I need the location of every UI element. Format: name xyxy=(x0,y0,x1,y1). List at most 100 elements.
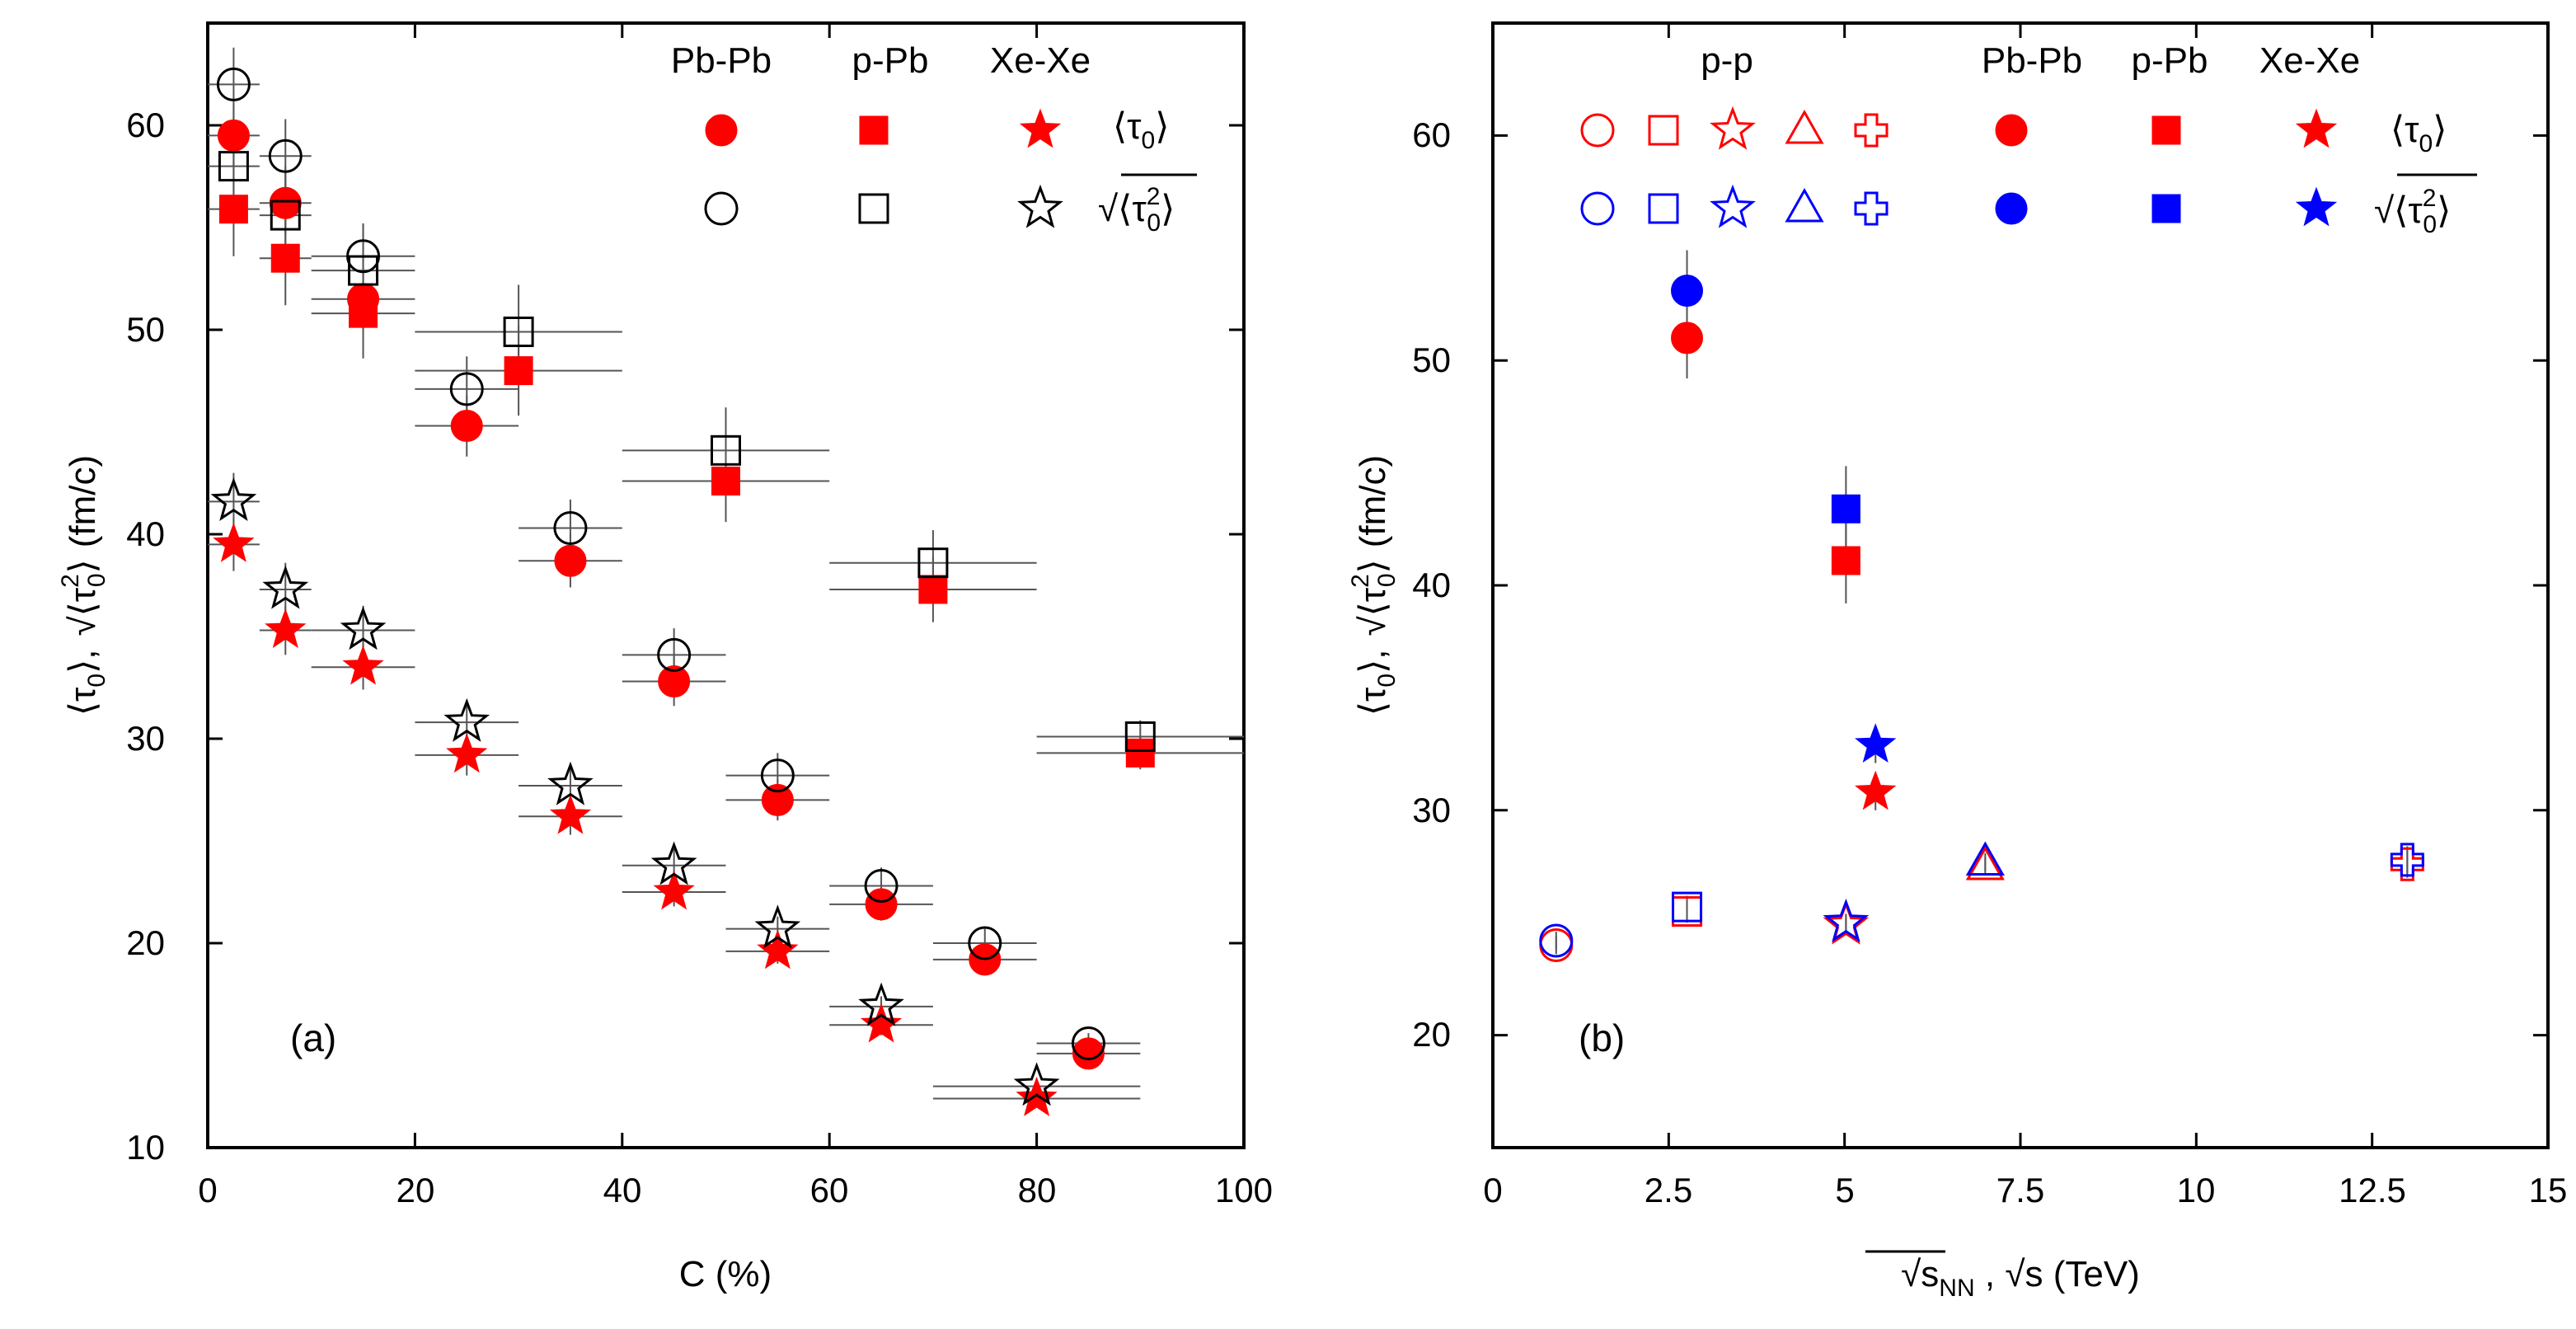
legend-column-xexe: Xe-Xe xyxy=(2259,40,2360,81)
panel-b-points xyxy=(1539,275,2424,962)
data-point xyxy=(1539,923,1574,958)
panel-a-x-tick-labels: 0 20 40 60 80 100 xyxy=(198,1171,1273,1209)
data-point xyxy=(269,186,302,219)
legend-marker xyxy=(1995,192,2028,225)
panel-a-y-tick-labels: 10 20 30 40 50 60 xyxy=(126,106,165,1167)
panel-a-legend: Pb-Pb p-Pb Xe-Xe ⟨τ0⟩ √⟨τ2 0⟩ xyxy=(671,40,1197,237)
data-point xyxy=(650,841,697,885)
data-point xyxy=(503,316,534,347)
legend-column-pbpb: Pb-Pb xyxy=(1982,40,2082,81)
x-tick-label: 12.5 xyxy=(2339,1171,2406,1209)
data-point xyxy=(1672,891,1703,923)
data-point xyxy=(1671,322,1704,355)
data-point xyxy=(1124,721,1156,753)
legend-marker xyxy=(858,193,889,224)
data-point xyxy=(547,761,594,805)
y-tick-label: 40 xyxy=(126,514,165,553)
data-point xyxy=(917,547,949,579)
panel-b-legend: p-p Pb-Pb p-Pb Xe-Xe ⟨τ0⟩ √⟨τ2 0⟩ xyxy=(1580,40,2477,238)
legend-markers xyxy=(1580,106,2338,228)
data-point xyxy=(658,665,691,698)
legend-label-rms: √⟨τ2 0⟩ xyxy=(1098,183,1175,237)
data-point xyxy=(1823,900,1870,945)
y-tick-label: 40 xyxy=(1412,566,1451,604)
data-point xyxy=(1831,494,1860,524)
data-point xyxy=(657,637,692,672)
data-point xyxy=(1965,841,2005,876)
panel-label: (b) xyxy=(1579,1017,1625,1059)
legend-marker xyxy=(1854,191,1889,226)
data-point xyxy=(549,794,592,834)
panel-a-points xyxy=(210,67,1156,1116)
legend-marker xyxy=(2295,108,2338,148)
data-point xyxy=(554,544,587,577)
legend-marker xyxy=(1854,113,1889,148)
y-axis-label: ⟨τ0⟩,√⟨τ20⟩(fm/c) xyxy=(1347,455,1401,716)
x-tick-label: 15 xyxy=(2529,1171,2568,1209)
data-point xyxy=(968,926,1002,960)
data-point xyxy=(2390,843,2424,877)
panel-a-frame xyxy=(206,21,1246,1149)
data-point xyxy=(218,151,249,182)
data-point xyxy=(450,410,483,443)
x-tick-label: 40 xyxy=(603,1171,642,1209)
data-point xyxy=(1823,898,1870,942)
x-tick-label: 2.5 xyxy=(1645,1171,1692,1209)
x-axis-label: √sNN , √s (TeV) xyxy=(1901,1254,2140,1302)
x-tick-label: 100 xyxy=(1215,1171,1273,1209)
data-point xyxy=(1071,1026,1105,1061)
legend-column-xexe: Xe-Xe xyxy=(990,40,1091,81)
data-point xyxy=(754,904,801,949)
legend-marker xyxy=(2151,115,2181,145)
y-tick-label: 30 xyxy=(126,719,165,758)
legend-marker xyxy=(1580,113,1615,148)
data-point xyxy=(1013,1062,1060,1106)
y-axis-label: ⟨τ0⟩,√⟨τ20⟩(fm/c) xyxy=(57,455,110,716)
x-tick-label: 0 xyxy=(198,1171,217,1209)
data-point xyxy=(346,239,381,274)
legend-column-pp: p-p xyxy=(1701,40,1753,81)
x-tick-label: 20 xyxy=(396,1171,435,1209)
x-tick-label: 7.5 xyxy=(1997,1171,2044,1209)
legend-marker xyxy=(1710,106,1756,150)
data-point xyxy=(860,1003,903,1043)
data-point xyxy=(1855,770,1897,810)
data-point xyxy=(262,565,309,609)
data-point xyxy=(348,255,379,286)
data-point xyxy=(443,697,490,742)
data-point xyxy=(711,467,740,496)
legend-label-rms: √⟨τ2 0⟩ xyxy=(2374,185,2451,238)
panel-a: 0 20 40 60 80 100 10 20 30 40 50 60 C (%… xyxy=(57,21,1273,1294)
data-point xyxy=(216,67,251,101)
x-tick-label: 5 xyxy=(1835,1171,1854,1209)
legend-marker xyxy=(2295,186,2338,227)
legend-marker xyxy=(1017,184,1063,228)
data-point xyxy=(653,870,695,910)
legend-marker xyxy=(1785,109,1824,144)
data-point xyxy=(340,606,387,650)
legend-marker xyxy=(1580,191,1615,226)
legend-column-pbpb: Pb-Pb xyxy=(671,40,772,81)
x-tick-label: 80 xyxy=(1018,1171,1057,1209)
legend-marker xyxy=(1648,115,1679,146)
data-point xyxy=(268,139,303,173)
legend-column-ppb: p-Pb xyxy=(2132,40,2208,81)
data-point xyxy=(342,645,384,685)
data-point xyxy=(210,477,257,521)
y-tick-label: 20 xyxy=(126,923,165,962)
legend-marker xyxy=(859,115,889,145)
data-point xyxy=(504,356,533,386)
data-point xyxy=(449,372,484,406)
legend-markers xyxy=(704,108,1063,228)
legend-marker xyxy=(1785,187,1824,223)
data-point xyxy=(757,929,799,970)
panel-label: (a) xyxy=(290,1017,336,1059)
legend-marker xyxy=(1019,108,1062,148)
data-point xyxy=(349,298,378,328)
data-point xyxy=(213,522,255,562)
data-point xyxy=(446,733,488,773)
legend-marker xyxy=(1710,184,1756,228)
data-point xyxy=(1671,275,1704,308)
panel-a-ticks xyxy=(206,23,1246,1149)
